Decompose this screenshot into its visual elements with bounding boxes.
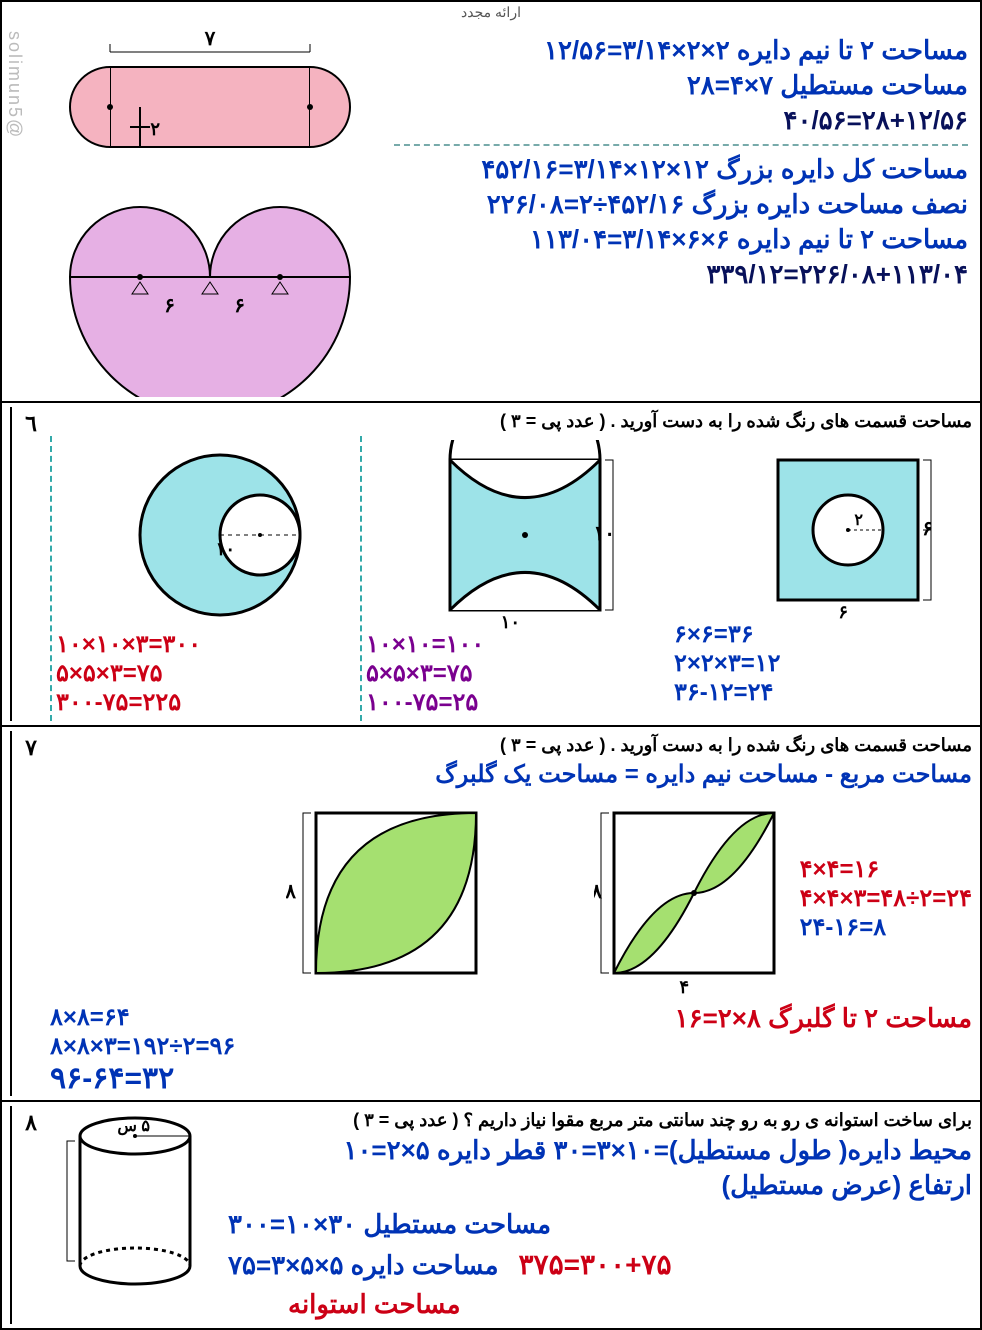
p6c-c3: ۳۶-۱۲=۲۴ [674,678,968,707]
p5-line4: مساحت کل دایره بزرگ ۱۲×۱۲×۳/۱۴=۴۵۲/۱۶ [394,154,968,185]
svg-text:۶: ۶ [838,602,848,620]
problem-6: مساحت قسمت های رنگ شده را به دست آورید .… [2,403,980,727]
p8-l3: مساحت مستطیل ۳۰×۱۰=۳۰۰ [228,1209,551,1240]
p5-line7: ۲۲۶/۰۸+۱۱۳/۰۴=۳۳۹/۱۲ [394,259,968,290]
heart-figure: ۶ ۶ [30,167,390,397]
p6-question: مساحت قسمت های رنگ شده را به دست آورید .… [50,411,972,432]
p6a-c1: ۱۰×۱۰×۳=۳۰۰ [56,630,350,659]
p8-number: ۸ [10,1106,50,1324]
p5-line6: مساحت ۲ تا نیم دایره ۶×۶×۳/۱۴=۱۱۳/۰۴ [394,224,968,255]
problem-7: مساحت قسمت های رنگ شده را به دست آورید .… [2,727,980,1102]
p5-line2: مساحت مستطیل ۷×۴=۲۸ [394,70,968,101]
p6c-c1: ۶×۶=۳۶ [674,620,968,649]
svg-text:۴: ۴ [679,977,689,997]
problem-5: @solimun5 مساحت ۲ تا نیم دایره ۲×۲×۳/۱۴=… [2,23,980,403]
hourglass-figure: ۱۰ ۱۰ [420,440,660,630]
svg-text:۱۰: ۱۰ [594,523,615,545]
worksheet-page: ارائه مجدد @solimun5 مساحت ۲ تا نیم دایر… [0,0,982,1330]
svg-text:۷: ۷ [204,28,216,50]
p7a-c1: ۸×۸=۶۴ [50,1003,506,1032]
p7a-c3: ۹۶-۶۴=۳۲ [50,1061,506,1096]
svg-text:۱۰: ۱۰ [501,612,520,630]
p7b-c1: ۴×۴=۱۶ [800,855,972,884]
svg-text:۸: ۸ [286,881,296,903]
p6c-c2: ۲×۲×۳=۱۲ [674,649,968,678]
p7-formula: مساحت مربع - مساحت نیم دایره = مساحت یک … [50,760,972,789]
problem-8: برای ساخت استوانه ی رو به رو چند سانتی م… [2,1102,980,1328]
p5-line3: ۲۸+۱۲/۵۶=۴۰/۵۶ [394,105,968,136]
p6b-c2: ۵×۵×۳=۷۵ [366,659,660,688]
crescent-figure: ۱۰ [120,440,350,630]
p6-number: ٦ [10,407,50,721]
p7-col-b: ۴×۴=۱۶ ۴×۴×۳=۴۸÷۲=۲۴ ۲۴-۱۶=۸ ۸ ۴ مساحت ۲… [516,793,972,1096]
p6b-c1: ۱۰×۱۰=۱۰۰ [366,630,660,659]
p5-line1: مساحت ۲ تا نیم دایره ۲×۲×۳/۱۴=۱۲/۵۶ [394,35,968,66]
svg-text:۲: ۲ [150,119,160,139]
svg-text:۲: ۲ [854,512,863,529]
p6-col-c: ۲ ۶ ۶ ۶×۶=۳۶ ۲×۲×۳=۱۲ ۳۶-۱۲=۲۴ [670,436,972,721]
svg-text:۱۰: ۱۰ [216,539,235,559]
p8-l1: محیط دایره( طول مستطیل)=۱۰×۳=۳۰ قطر دایر… [228,1135,972,1166]
p7a-c2: ۸×۸×۳=۱۹۲÷۲=۹۶ [50,1032,506,1061]
square-circle-figure: ۲ ۶ ۶ [748,440,968,620]
cylinder-figure: ۵ س ۱۰ س [50,1106,220,1296]
p6-col-b: ۱۰ ۱۰ ۱۰×۱۰=۱۰۰ ۵×۵×۳=۷۵ ۱۰۰-۷۵=۲۵ [360,436,664,721]
p6a-c3: ۳۰۰-۷۵=۲۲۵ [56,688,350,717]
p7-number: ۷ [10,731,50,1096]
p5-line5: نصف مساحت دایره بزرگ ۴۵۲/۱۶÷۲=۲۲۶/۰۸ [394,189,968,220]
p8-l4: مساحت دایره ۵×۵×۳=۷۵ [228,1250,499,1281]
watermark: @solimun5 [4,31,25,139]
p6b-c3: ۱۰۰-۷۵=۲۵ [366,688,660,717]
p7-col-a: ۸ ۸×۸=۶۴ ۸×۸×۳=۱۹۲÷۲=۹۶ ۹۶-۶۴=۳۲ [50,793,506,1096]
p7b-c2: ۴×۴×۳=۴۸÷۲=۲۴ [800,884,972,913]
svg-text:۶: ۶ [164,295,175,317]
double-leaf-figure: ۸ ۴ [594,793,794,1003]
p7b-c4: مساحت ۲ تا گلبرگ ۸×۲=۱۶ [516,1003,972,1034]
page-header: ارائه مجدد [2,2,980,23]
p6a-c2: ۵×۵×۳=۷۵ [56,659,350,688]
p8-l6: مساحت استوانه [228,1289,972,1320]
p8-question: برای ساخت استوانه ی رو به رو چند سانتی م… [228,1110,972,1131]
svg-text:۶: ۶ [234,295,245,317]
svg-text:۵ س: ۵ س [117,1118,150,1136]
p6-col-a: ۱۰ ۱۰×۱۰×۳=۳۰۰ ۵×۵×۳=۷۵ ۳۰۰-۷۵=۲۲۵ [50,436,354,721]
p7-question: مساحت قسمت های رنگ شده را به دست آورید .… [50,735,972,756]
p7b-c3: ۲۴-۱۶=۸ [800,913,972,942]
p8-l5: ۳۰۰+۷۵=۳۷۵ [519,1248,672,1281]
p8-l2: ارتفاع (عرض مستطیل) [228,1170,972,1201]
single-leaf-figure: ۸ [286,793,506,1003]
stadium-figure: ۷ ۲ [30,27,390,167]
